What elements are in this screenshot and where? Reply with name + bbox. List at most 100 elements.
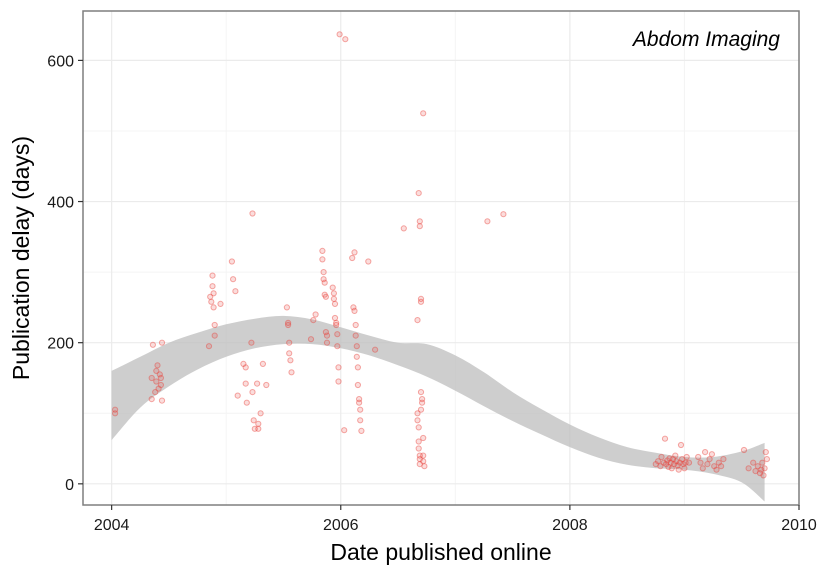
data-point — [679, 456, 686, 463]
chart-annotation: Abdom Imaging — [631, 28, 780, 51]
data-point — [675, 466, 682, 473]
data-point — [673, 458, 680, 465]
data-point — [356, 396, 363, 403]
data-point — [760, 472, 767, 479]
data-point — [685, 459, 693, 466]
data-point — [307, 336, 315, 343]
data-point — [286, 339, 293, 346]
data-point — [257, 410, 264, 417]
data-point — [207, 293, 214, 300]
data-point — [718, 463, 725, 470]
data-point — [209, 283, 216, 290]
data-point — [652, 461, 659, 468]
data-point — [677, 441, 685, 449]
data-point — [341, 427, 348, 434]
data-point — [357, 406, 364, 413]
data-point — [763, 456, 771, 463]
data-point — [756, 470, 764, 477]
data-point — [210, 304, 217, 311]
data-point — [713, 466, 720, 473]
data-point — [671, 461, 678, 468]
data-point — [351, 249, 358, 256]
data-point — [354, 381, 361, 389]
data-point — [249, 389, 256, 396]
y-tick-label: 0 — [65, 477, 74, 494]
data-point — [208, 298, 215, 305]
smooth-band-layer — [111, 315, 765, 502]
data-point — [322, 329, 329, 336]
data-point — [158, 397, 166, 404]
data-point — [254, 380, 261, 387]
data-point — [158, 339, 166, 346]
data-point — [740, 446, 748, 454]
data-point — [217, 300, 224, 307]
data-point — [153, 378, 160, 385]
data-point — [414, 317, 421, 324]
data-point — [283, 304, 290, 311]
data-point — [417, 389, 425, 396]
data-point — [759, 459, 766, 466]
data-point — [416, 461, 423, 468]
data-point — [416, 456, 423, 463]
data-point — [263, 381, 270, 389]
data-point — [155, 385, 162, 392]
data-point — [232, 288, 239, 295]
y-axis-title: Publication delay (days) — [8, 136, 34, 380]
data-point — [342, 36, 349, 43]
data-point — [287, 357, 294, 364]
data-point — [665, 463, 672, 470]
data-point — [230, 276, 237, 283]
data-point — [242, 364, 249, 371]
data-point — [209, 272, 216, 279]
data-point — [419, 396, 426, 403]
data-point — [682, 459, 689, 466]
data-point — [660, 459, 667, 466]
data-point — [240, 360, 247, 367]
data-point — [228, 258, 235, 265]
data-point — [321, 279, 328, 286]
data-point — [669, 456, 677, 463]
data-point — [663, 461, 670, 468]
data-point — [234, 392, 241, 399]
data-point — [708, 451, 716, 458]
data-point — [333, 321, 340, 329]
data-point — [715, 459, 722, 466]
y-tick-label: 200 — [47, 336, 74, 353]
data-point — [330, 295, 337, 302]
data-point — [205, 343, 213, 350]
data-point — [762, 449, 769, 456]
data-point — [745, 465, 752, 472]
data-point — [415, 190, 422, 197]
data-point — [357, 417, 364, 424]
data-point — [415, 445, 422, 452]
data-point — [419, 399, 426, 406]
data-point — [335, 364, 342, 371]
data-point — [420, 110, 427, 117]
data-point — [255, 420, 262, 427]
data-point — [250, 417, 257, 424]
data-point — [210, 290, 217, 297]
data-point — [420, 434, 427, 442]
data-point — [323, 332, 331, 339]
y-tick-label: 600 — [47, 53, 74, 70]
data-point — [667, 459, 674, 466]
data-point — [352, 332, 359, 339]
data-point — [333, 319, 340, 326]
data-point — [754, 463, 761, 470]
data-point — [750, 459, 757, 466]
data-point — [288, 369, 295, 376]
data-point — [285, 321, 292, 329]
data-point — [112, 406, 119, 413]
data-point — [500, 211, 507, 218]
minor-gridlines — [83, 11, 799, 505]
data-point — [416, 218, 423, 225]
data-point — [658, 453, 665, 461]
data-point — [695, 453, 702, 461]
x-tick-label: 2004 — [94, 517, 130, 534]
data-point — [321, 291, 328, 298]
data-point — [352, 321, 359, 329]
data-point — [761, 465, 768, 472]
data-point — [353, 353, 360, 360]
